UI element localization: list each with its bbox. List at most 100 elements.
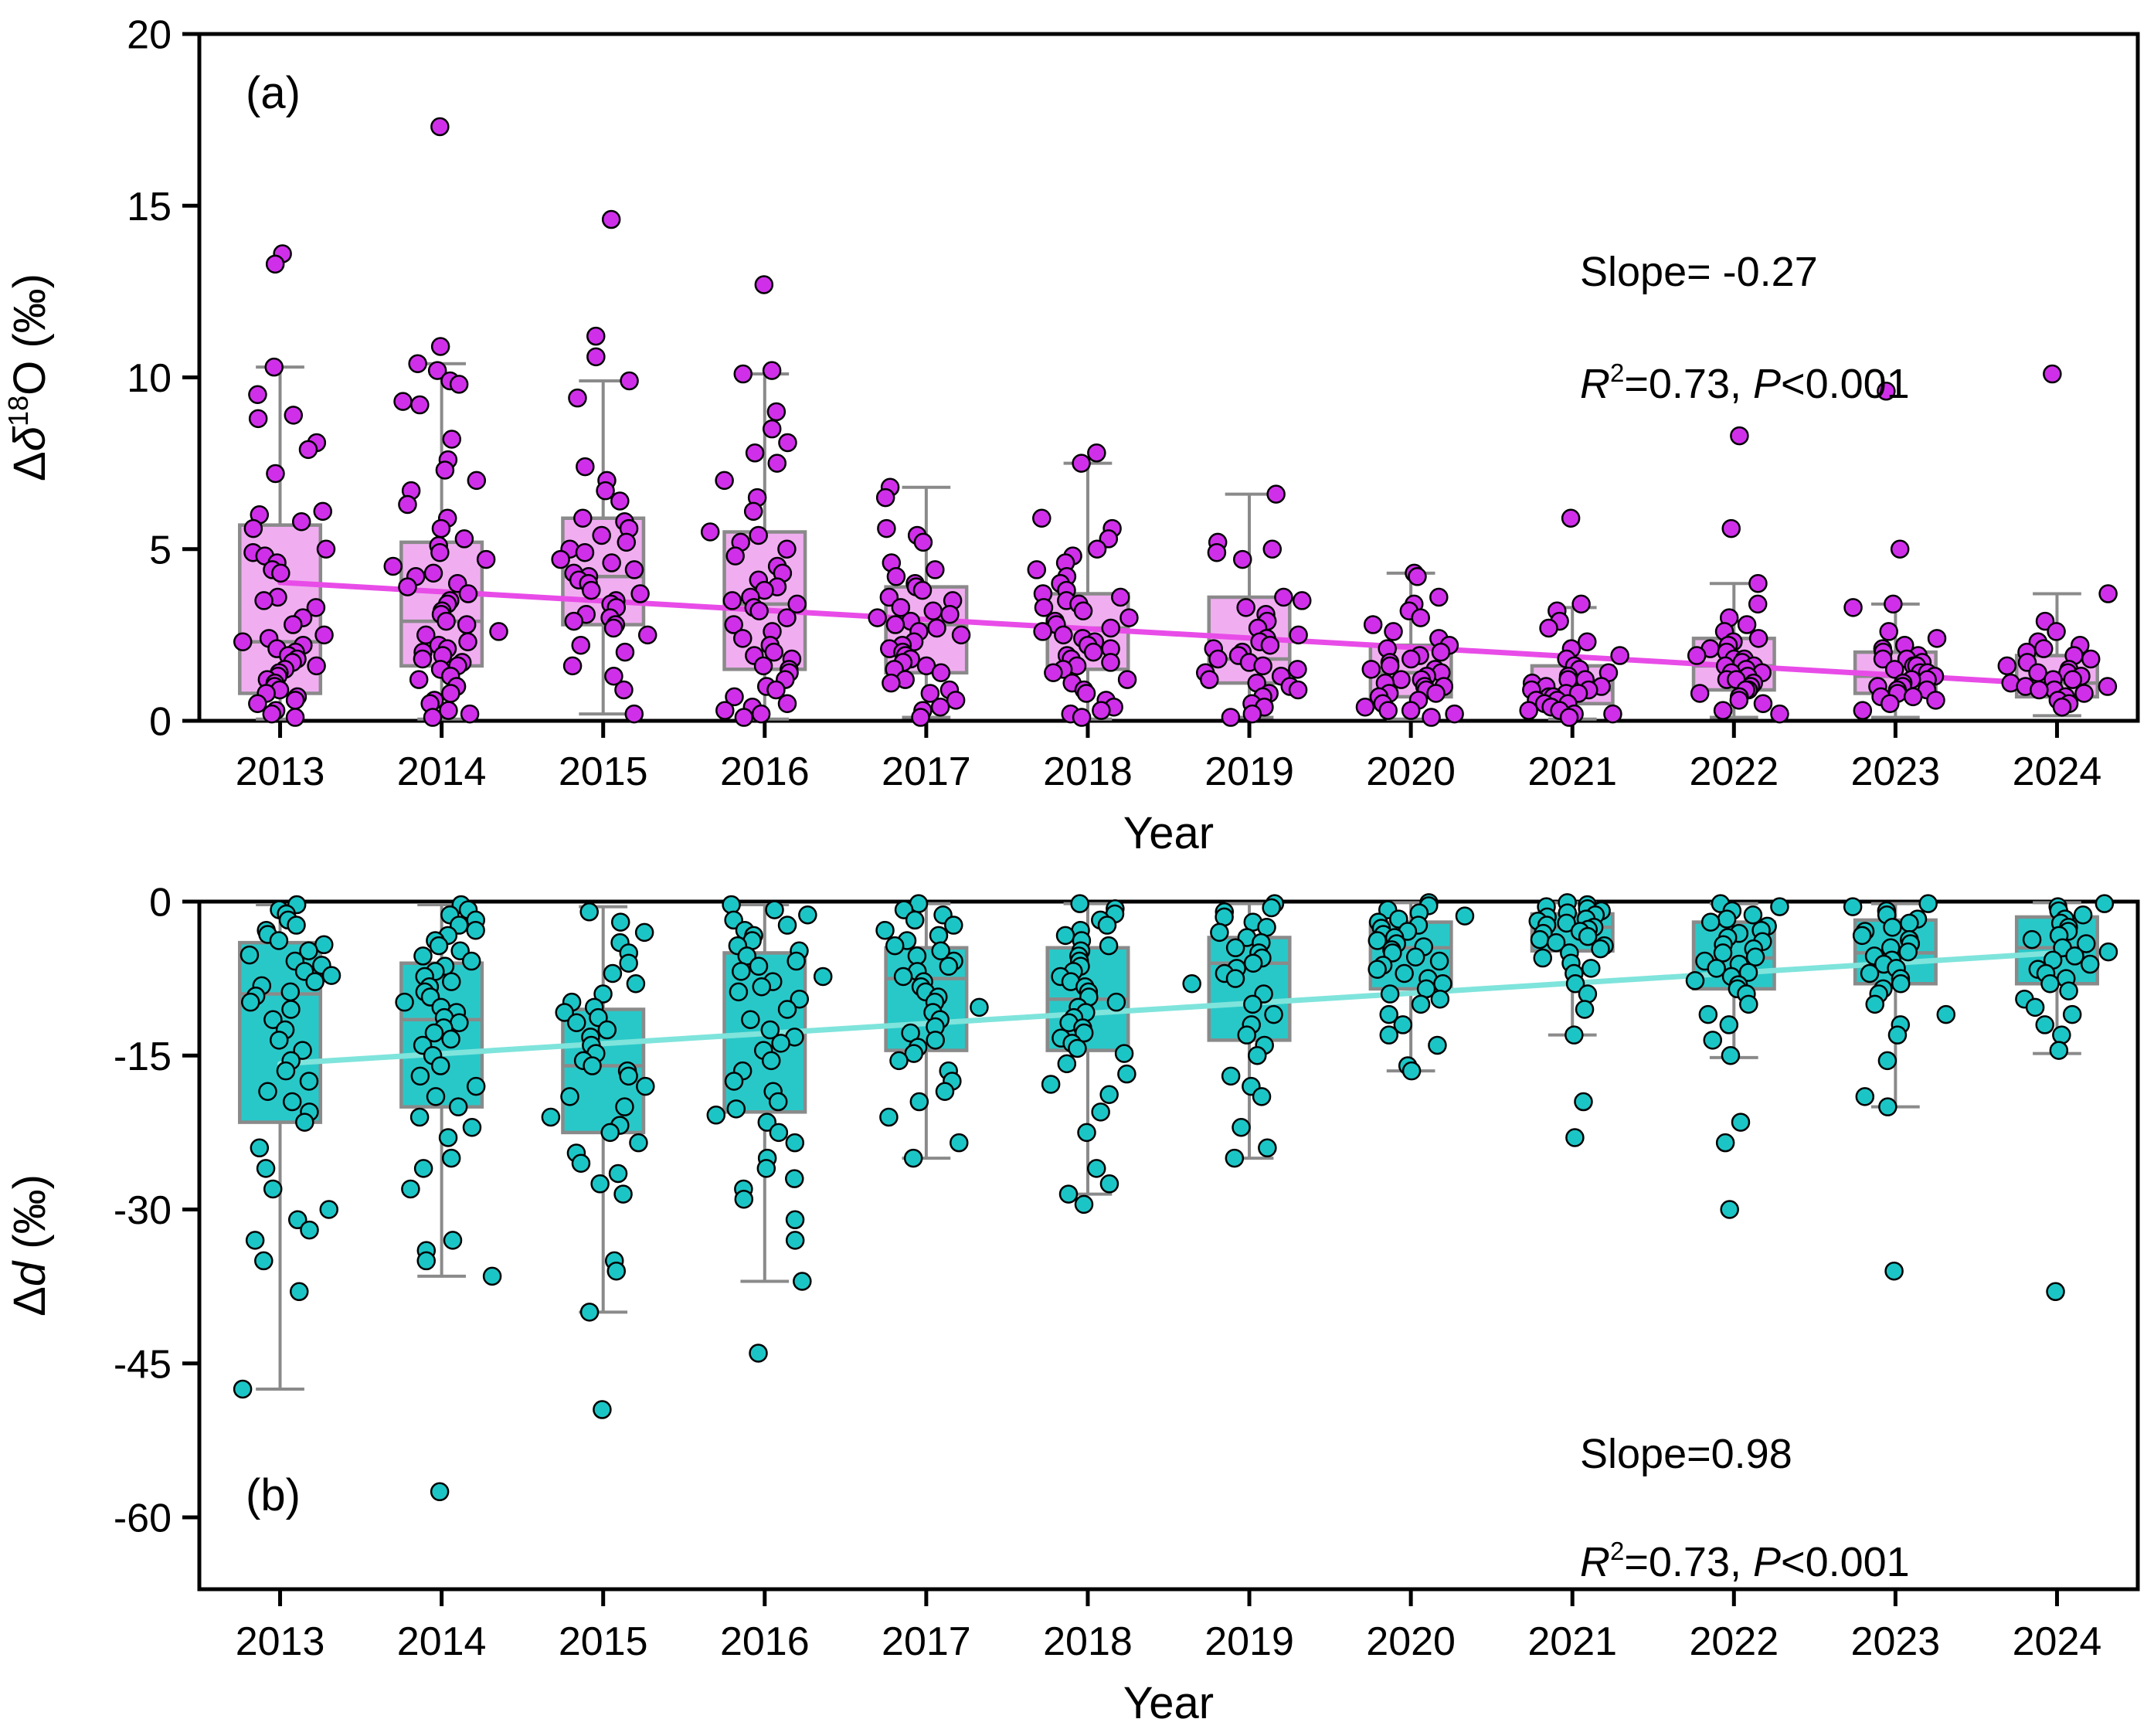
data-point — [560, 1087, 579, 1106]
data-point — [1034, 598, 1054, 617]
data-point — [1559, 708, 1579, 727]
panel-b: 0 -15 -30 -45 -60 2013 2014 2015 2016 2017 2018 201… — [5, 881, 2140, 1728]
data-point — [1581, 959, 1601, 978]
data-point — [1101, 653, 1120, 672]
data-point — [1058, 1184, 1079, 1204]
data-point — [1260, 635, 1280, 655]
annotation-slope: Slope=0.98 — [1580, 1431, 1792, 1477]
data-point — [233, 632, 253, 652]
data-point — [1099, 1174, 1119, 1194]
x-tick-label: 2015 — [559, 1619, 648, 1664]
points-2023 — [1843, 894, 1956, 1281]
data-point — [879, 1107, 899, 1127]
data-point — [571, 1153, 591, 1173]
data-point — [248, 409, 268, 429]
data-point — [760, 1020, 780, 1040]
data-point — [416, 1251, 436, 1271]
data-point — [429, 936, 449, 956]
data-point — [1571, 594, 1591, 614]
data-point — [729, 982, 749, 1002]
data-point — [1379, 1025, 1399, 1045]
x-tick-label: 2024 — [2013, 749, 2102, 794]
x-tick-label: 2013 — [236, 1619, 325, 1664]
y-tick-label: 0 — [149, 881, 172, 926]
data-point — [1363, 615, 1383, 634]
data-point — [1546, 933, 1566, 953]
x-tick-label: 2015 — [559, 749, 648, 794]
data-point — [1873, 649, 1893, 669]
data-point — [551, 549, 570, 569]
data-point — [1092, 701, 1111, 720]
data-point — [1077, 1123, 1096, 1143]
data-point — [2033, 639, 2054, 658]
data-point — [785, 1169, 804, 1188]
y-tick-label: 5 — [149, 528, 172, 572]
data-point — [931, 941, 950, 961]
data-point — [593, 1400, 612, 1419]
data-point — [441, 1148, 461, 1168]
data-point — [449, 375, 469, 394]
data-point — [777, 1000, 797, 1019]
data-point — [2052, 1025, 2071, 1045]
data-point — [868, 608, 887, 627]
data-point — [601, 209, 621, 229]
x-tick-label: 2021 — [1527, 749, 1617, 794]
data-point — [575, 542, 595, 562]
data-point — [240, 945, 260, 965]
data-point — [785, 1133, 805, 1153]
panel-label: (a) — [246, 68, 301, 118]
data-point — [615, 1097, 634, 1116]
data-point — [929, 926, 949, 946]
data-point — [1068, 1038, 1087, 1058]
data-point — [271, 563, 290, 583]
data-point — [476, 549, 496, 569]
data-point — [305, 972, 324, 991]
data-point — [582, 580, 601, 600]
data-point — [749, 1344, 768, 1363]
data-point — [458, 632, 477, 652]
data-point — [306, 598, 326, 617]
points-2016 — [700, 275, 807, 727]
y-tick-label: -60 — [114, 1496, 172, 1541]
x-tick-label: 2014 — [397, 749, 487, 794]
data-point — [741, 1010, 760, 1030]
data-point — [602, 553, 621, 572]
data-point — [437, 611, 456, 631]
points-2018 — [1027, 443, 1139, 727]
data-point — [1430, 989, 1450, 1009]
data-point — [442, 430, 461, 449]
data-point — [603, 963, 623, 984]
data-point — [2047, 622, 2066, 641]
x-tick-label: 2016 — [720, 1619, 810, 1664]
points-2020 — [1355, 563, 1464, 727]
data-point — [733, 364, 753, 384]
data-point — [1408, 567, 1427, 586]
data-point — [1266, 484, 1286, 504]
data-point — [248, 694, 267, 714]
data-point — [579, 1303, 600, 1322]
data-point — [610, 912, 630, 932]
data-point — [1114, 1044, 1134, 1063]
data-point — [889, 1051, 909, 1071]
data-point — [610, 491, 630, 511]
data-point — [617, 532, 637, 552]
data-point — [771, 1034, 790, 1053]
points-2024 — [1997, 364, 2118, 717]
data-point — [1070, 894, 1089, 913]
points-2014 — [383, 117, 508, 727]
data-point — [573, 508, 593, 528]
y-tick-label: -15 — [114, 1034, 172, 1079]
data-point — [785, 1231, 805, 1250]
data-point — [624, 704, 644, 724]
data-point — [438, 1128, 458, 1147]
data-point — [466, 920, 485, 940]
data-point — [1210, 922, 1229, 943]
data-point — [764, 642, 784, 662]
data-point — [281, 1000, 301, 1019]
data-point — [1891, 974, 1911, 994]
data-point — [1879, 622, 1898, 641]
data-point — [564, 611, 584, 631]
data-point — [600, 1123, 620, 1143]
data-point — [813, 967, 833, 987]
